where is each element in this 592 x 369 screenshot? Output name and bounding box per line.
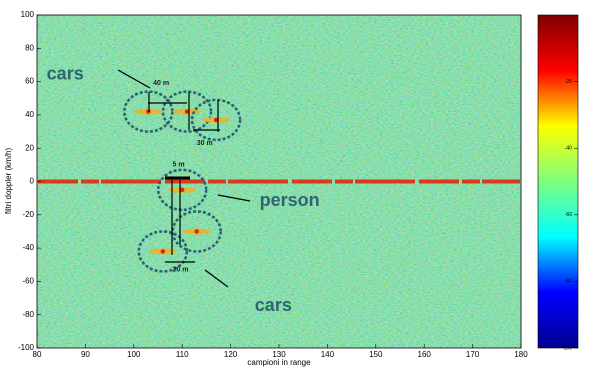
y-tick-label: -80	[22, 310, 34, 319]
target-circle	[156, 168, 208, 212]
target-circle	[161, 90, 213, 133]
x-tick-label: 90	[81, 350, 90, 359]
y-tick-label: -40	[22, 243, 34, 252]
annotation: person	[260, 190, 320, 210]
y-tick-label: 60	[25, 77, 34, 86]
y-tick-label: 40	[25, 110, 34, 119]
y-tick-label: 80	[25, 43, 34, 52]
target-core	[194, 229, 199, 234]
y-tick-label: 100	[21, 10, 35, 19]
target-core	[180, 187, 185, 193]
x-tick-label: 80	[33, 350, 42, 359]
x-tick-label: 130	[272, 350, 286, 359]
annotation: 20 m	[173, 267, 189, 274]
arrow	[117, 69, 151, 89]
colorbar-tick-label: -100	[562, 345, 572, 351]
x-tick-label: 170	[466, 350, 480, 359]
x-tick-label: 160	[418, 350, 432, 359]
annotation: 40 m	[153, 80, 169, 87]
arrow	[204, 269, 229, 288]
annotation: cars	[47, 64, 84, 84]
colorbar-tick-label: -40	[565, 146, 572, 152]
target-circle	[137, 230, 189, 273]
annotation: 5 m	[173, 162, 185, 169]
target-circle	[123, 90, 174, 133]
colorbar	[537, 14, 579, 349]
x-tick-label: 180	[514, 350, 528, 359]
colorbar-tick-label: -80	[565, 279, 572, 285]
target-circle	[171, 210, 222, 253]
target-core	[213, 117, 219, 123]
colorbar-tick-label: -20	[565, 79, 572, 85]
y-tick-label: -60	[22, 277, 34, 286]
annotation: cars	[255, 295, 292, 315]
y-axis-label: filtri doppler (km/h)	[4, 148, 13, 215]
target-core	[160, 249, 166, 254]
target-core	[146, 109, 151, 114]
y-tick-label: 20	[25, 143, 34, 152]
x-tick-label: 150	[369, 350, 383, 359]
annotation: 30 m	[197, 140, 213, 147]
y-tick-label: -20	[22, 210, 34, 219]
x-axis-label: campioni in range	[247, 358, 311, 367]
x-tick-label: 100	[127, 350, 141, 359]
colorbar-tick-label: -60	[565, 212, 572, 218]
arrow	[217, 194, 251, 202]
target-circle	[190, 98, 242, 142]
target-core	[184, 109, 190, 114]
x-tick-label: 110	[176, 350, 189, 359]
y-tick-label: -100	[18, 343, 35, 352]
distance-arrows	[117, 69, 251, 288]
x-tick-label: 140	[321, 350, 335, 359]
x-tick-label: 120	[224, 350, 238, 359]
y-tick-label: 0	[30, 177, 35, 186]
